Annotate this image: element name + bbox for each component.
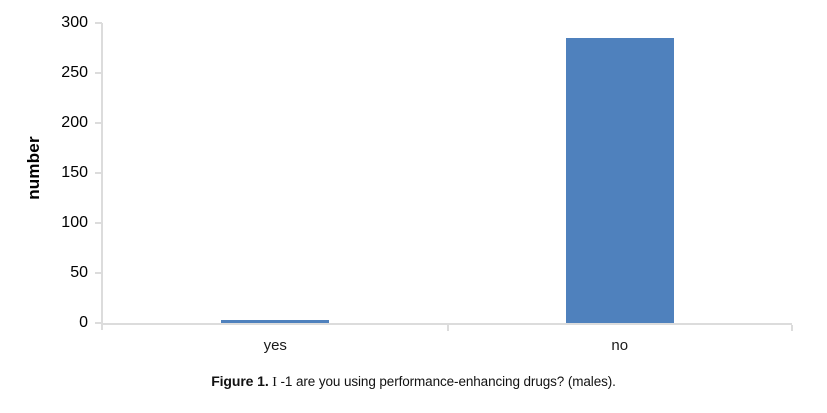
caption-roman-numeral: I bbox=[272, 375, 277, 390]
y-tick-mark bbox=[95, 22, 102, 24]
y-tick-label: 50 bbox=[70, 264, 88, 281]
y-tick-mark bbox=[95, 322, 102, 324]
y-tick-mark bbox=[95, 222, 102, 224]
y-axis-line bbox=[101, 23, 103, 330]
bar-yes bbox=[221, 320, 330, 323]
x-boundary-tick bbox=[446, 325, 449, 331]
x-category-label-no: no bbox=[611, 337, 629, 354]
y-tick-label: 100 bbox=[61, 214, 88, 231]
y-tick-mark bbox=[95, 172, 102, 174]
x-axis-line bbox=[103, 323, 792, 325]
x-category-label-yes: yes bbox=[263, 337, 287, 354]
y-tick-mark bbox=[95, 272, 102, 274]
x-boundary-tick bbox=[791, 325, 793, 331]
y-tick-label: 150 bbox=[61, 164, 88, 181]
y-tick-label: 200 bbox=[61, 114, 88, 131]
y-tick-mark bbox=[95, 72, 102, 74]
y-tick-label: 250 bbox=[61, 64, 88, 81]
figure-caption: Figure 1. I -1 are you using performance… bbox=[0, 371, 827, 391]
caption-text: -1 are you using performance-enhancing d… bbox=[280, 374, 616, 389]
y-tick-label: 300 bbox=[61, 14, 88, 31]
figure-label: Figure 1. bbox=[211, 373, 269, 389]
bar-no bbox=[565, 38, 674, 323]
y-tick-label: 0 bbox=[79, 314, 88, 331]
y-tick-mark bbox=[95, 122, 102, 124]
